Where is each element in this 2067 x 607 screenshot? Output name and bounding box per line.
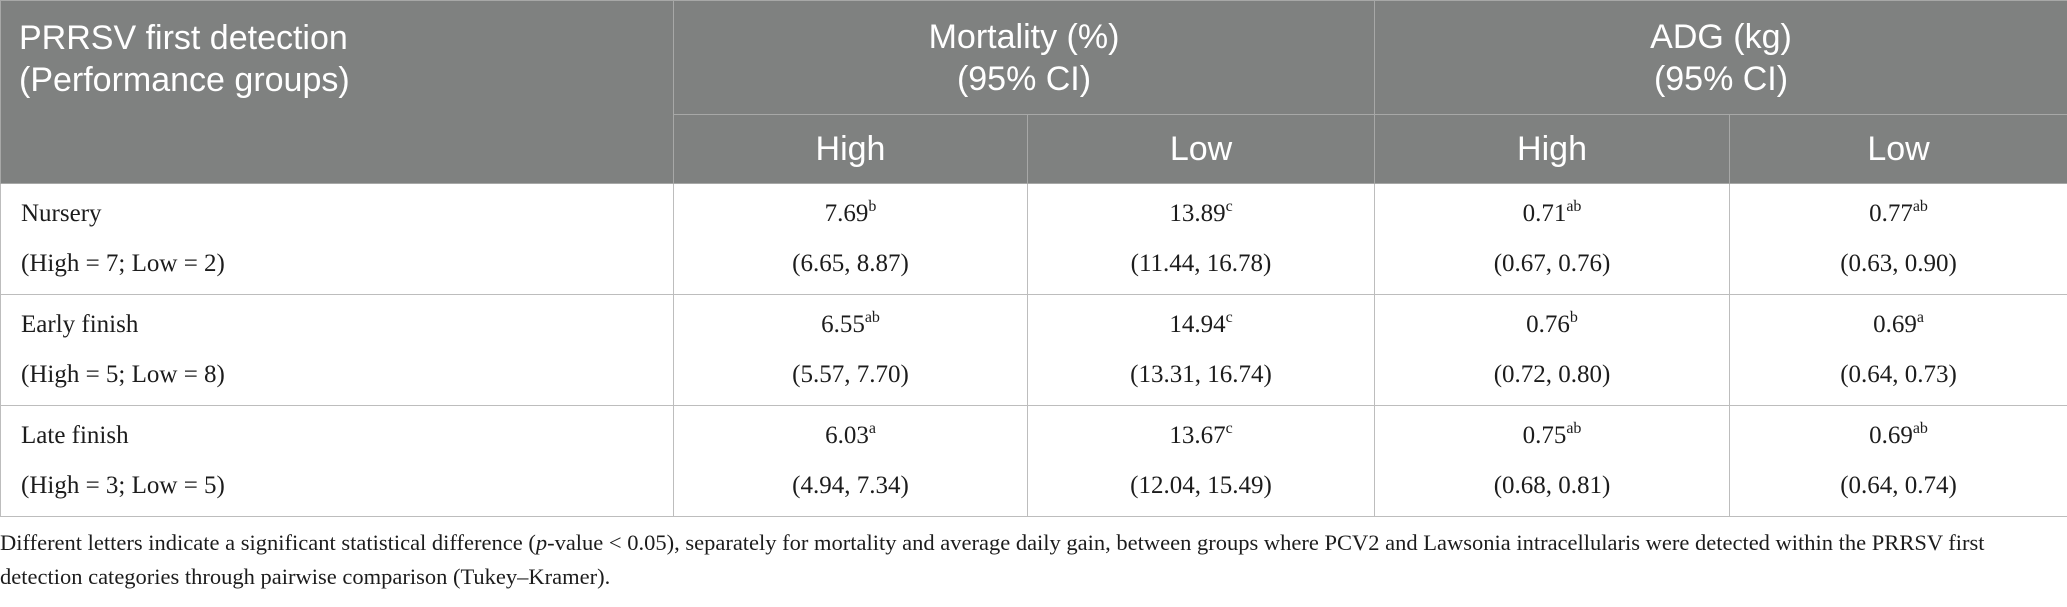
header-adg-low: Low — [1729, 114, 2067, 184]
cell-ci: (5.57, 7.70) — [792, 361, 909, 388]
cell-value: 0.69 — [1873, 311, 1917, 338]
table-body: Nursery (High = 7; Low = 2) 7.69b (6.65,… — [0, 183, 2067, 517]
cell-value: 14.94 — [1169, 311, 1226, 338]
cell-ci: (6.65, 8.87) — [792, 250, 909, 277]
cell-ci: (13.31, 16.74) — [1130, 361, 1272, 388]
cell-adg-low: 0.69a (0.64, 0.73) — [1729, 294, 2067, 406]
header-prrsv-first-detection: PRRSV first detection (Performance group… — [0, 0, 674, 184]
header-mortality: Mortality (%) (95% CI) — [672, 0, 1376, 115]
cell-value: 0.76 — [1526, 311, 1570, 338]
cell-sup: b — [1569, 309, 1578, 326]
table-header: PRRSV first detection (Performance group… — [0, 0, 2067, 184]
cell-mortality-high: 6.03a (4.94, 7.34) — [673, 405, 1028, 517]
row-name: Early finish — [21, 311, 139, 338]
cell-ci: (0.64, 0.74) — [1840, 472, 1957, 499]
cell-sup: b — [868, 198, 877, 215]
cell-sup: ab — [1912, 420, 1928, 437]
header-mortality-line1: Mortality (%) — [928, 17, 1120, 56]
cell-mortality-low: 13.67c (12.04, 15.49) — [1026, 405, 1376, 517]
cell-ci: (0.67, 0.76) — [1493, 250, 1611, 277]
header-adg-line1: ADG (kg) — [1650, 17, 1792, 56]
table-row-late-finish: Late finish (High = 3; Low = 5) 6.03a (4… — [0, 405, 2067, 517]
header-adg-high: High — [1374, 114, 1731, 184]
cell-sup: c — [1225, 309, 1233, 326]
row-counts: (High = 7; Low = 2) — [21, 250, 225, 277]
cell-value: 0.77 — [1869, 200, 1913, 227]
cell-sup: a — [1916, 309, 1924, 326]
cell-sup: a — [868, 420, 876, 437]
results-table: PRRSV first detection (Performance group… — [0, 0, 2067, 517]
cell-value: 0.75 — [1522, 422, 1567, 449]
cell-value: 0.69 — [1869, 422, 1913, 449]
cell-ci: (12.04, 15.49) — [1130, 472, 1272, 499]
cell-sup: c — [1225, 420, 1233, 437]
cell-ci: (0.72, 0.80) — [1493, 361, 1611, 388]
cell-mortality-high: 7.69b (6.65, 8.87) — [673, 183, 1028, 295]
header-mortality-line2: (95% CI) — [956, 59, 1092, 98]
cell-ci: (11.44, 16.78) — [1130, 250, 1272, 277]
row-counts: (High = 5; Low = 8) — [21, 361, 225, 388]
header-mortality-high: High — [673, 114, 1028, 184]
cell-ci: (0.63, 0.90) — [1840, 250, 1957, 277]
cell-sup: ab — [864, 309, 880, 326]
cell-value: 13.67 — [1169, 422, 1226, 449]
cell-sup: ab — [1912, 198, 1928, 215]
row-name: Nursery — [21, 200, 102, 227]
table-row-nursery: Nursery (High = 7; Low = 2) 7.69b (6.65,… — [0, 183, 2067, 295]
header-prrsv-line2: (Performance groups) — [19, 61, 350, 99]
footnote-p-italic: p — [535, 530, 548, 555]
row-counts: (High = 3; Low = 5) — [21, 472, 225, 499]
header-mortality-low: Low — [1026, 114, 1376, 184]
cell-mortality-high: 6.55ab (5.57, 7.70) — [673, 294, 1028, 406]
header-prrsv-line1: PRRSV first detection — [19, 19, 348, 57]
cell-adg-low: 0.77ab (0.63, 0.90) — [1729, 183, 2067, 295]
cell-mortality-low: 14.94c (13.31, 16.74) — [1026, 294, 1376, 406]
header-adg: ADG (kg) (95% CI) — [1374, 0, 2067, 115]
cell-sup: ab — [1566, 198, 1582, 215]
row-name: Late finish — [21, 422, 129, 449]
header-row-groups: PRRSV first detection (Performance group… — [0, 0, 2067, 184]
cell-value: 0.71 — [1522, 200, 1567, 227]
cell-ci: (0.64, 0.73) — [1840, 361, 1957, 388]
cell-value: 6.55 — [821, 311, 865, 338]
footnote-text-1: Different letters indicate a significant… — [0, 530, 536, 555]
table-row-early-finish: Early finish (High = 5; Low = 8) 6.55ab … — [0, 294, 2067, 406]
row-label: Early finish (High = 5; Low = 8) — [0, 294, 674, 406]
cell-sup: c — [1225, 198, 1233, 215]
cell-value: 6.03 — [825, 422, 869, 449]
cell-adg-low: 0.69ab (0.64, 0.74) — [1729, 405, 2067, 517]
cell-value: 13.89 — [1169, 200, 1226, 227]
cell-ci: (4.94, 7.34) — [792, 472, 909, 499]
cell-adg-high: 0.75ab (0.68, 0.81) — [1374, 405, 1731, 517]
cell-value: 7.69 — [824, 200, 869, 227]
footnote-text-2: -value < 0.05), separately for mortality… — [0, 530, 1985, 589]
cell-adg-high: 0.76b (0.72, 0.80) — [1374, 294, 1731, 406]
cell-adg-high: 0.71ab (0.67, 0.76) — [1374, 183, 1731, 295]
table-footnote: Different letters indicate a significant… — [0, 526, 2060, 594]
header-adg-line2: (95% CI) — [1653, 59, 1789, 98]
row-label: Late finish (High = 3; Low = 5) — [0, 405, 674, 517]
cell-ci: (0.68, 0.81) — [1493, 472, 1611, 499]
header-row-subgroups: High Low High Low — [1, 114, 2067, 184]
row-label: Nursery (High = 7; Low = 2) — [0, 183, 674, 295]
cell-mortality-low: 13.89c (11.44, 16.78) — [1026, 183, 1376, 295]
cell-sup: ab — [1566, 420, 1582, 437]
